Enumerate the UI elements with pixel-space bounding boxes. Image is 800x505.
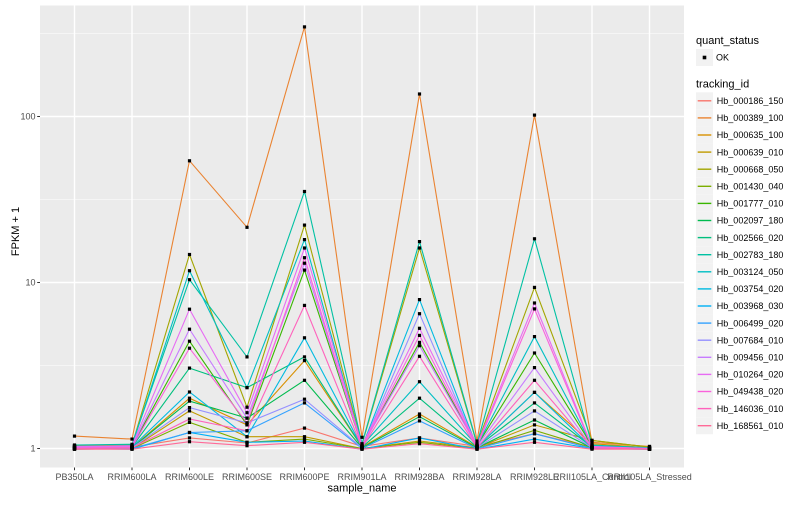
svg-text:Hb_003968_030: Hb_003968_030: [717, 301, 784, 311]
svg-text:OK: OK: [716, 53, 729, 63]
svg-text:Hb_000389_100: Hb_000389_100: [717, 113, 784, 123]
svg-text:Hb_146036_010: Hb_146036_010: [717, 404, 784, 414]
svg-text:Hb_000639_010: Hb_000639_010: [717, 147, 784, 157]
svg-text:Hb_009456_010: Hb_009456_010: [717, 353, 784, 363]
svg-text:Hb_003124_050: Hb_003124_050: [717, 267, 784, 277]
svg-text:RRIM600SE: RRIM600SE: [222, 472, 272, 482]
svg-text:Hb_002097_180: Hb_002097_180: [717, 216, 784, 226]
svg-text:Hb_168561_010: Hb_168561_010: [717, 421, 784, 431]
svg-text:Hb_001430_040: Hb_001430_040: [717, 182, 784, 192]
svg-text:Hb_003754_020: Hb_003754_020: [717, 284, 784, 294]
svg-text:Hb_002566_020: Hb_002566_020: [717, 233, 784, 243]
svg-text:tracking_id: tracking_id: [696, 79, 749, 91]
svg-text:Hb_000635_100: Hb_000635_100: [717, 130, 784, 140]
svg-text:Hb_010264_020: Hb_010264_020: [717, 370, 784, 380]
svg-text:RRIM928LA: RRIM928LA: [452, 472, 501, 482]
svg-text:RRII105LA_Stressed: RRII105LA_Stressed: [607, 472, 692, 482]
svg-text:Hb_049438_020: Hb_049438_020: [717, 387, 784, 397]
svg-text:Hb_002783_180: Hb_002783_180: [717, 250, 784, 260]
svg-text:Hb_007684_010: Hb_007684_010: [717, 335, 784, 345]
svg-text:FPKM + 1: FPKM + 1: [10, 207, 22, 256]
svg-text:100: 100: [20, 112, 35, 122]
svg-text:RRIM928LE: RRIM928LE: [510, 472, 559, 482]
svg-text:1: 1: [30, 444, 35, 454]
svg-text:Hb_006499_020: Hb_006499_020: [717, 318, 784, 328]
svg-text:RRII105LA_Control: RRII105LA_Control: [553, 472, 631, 482]
svg-text:RRIM928BA: RRIM928BA: [394, 472, 444, 482]
svg-text:Hb_000186_150: Hb_000186_150: [717, 96, 784, 106]
svg-text:quant_status: quant_status: [696, 35, 759, 47]
svg-text:10: 10: [25, 278, 35, 288]
svg-text:RRIM600PE: RRIM600PE: [279, 472, 329, 482]
svg-text:RRIM600LE: RRIM600LE: [165, 472, 214, 482]
svg-text:RRIM600LA: RRIM600LA: [107, 472, 156, 482]
svg-text:PB350LA: PB350LA: [55, 472, 93, 482]
svg-text:Hb_001777_010: Hb_001777_010: [717, 199, 784, 209]
svg-text:RRIM901LA: RRIM901LA: [337, 472, 386, 482]
svg-text:Hb_000668_050: Hb_000668_050: [717, 164, 784, 174]
svg-text:sample_name: sample_name: [327, 483, 396, 495]
